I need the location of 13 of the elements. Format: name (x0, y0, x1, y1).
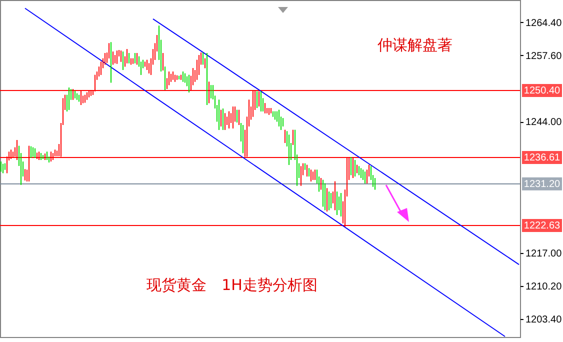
ref-line-label: 1231.20 (524, 178, 561, 190)
text: 现货黄金 1H走势分析图 (146, 276, 318, 294)
y-tick-label: 1217.00 (526, 248, 562, 260)
ref-line-label: 1222.63 (524, 220, 561, 232)
y-tick-label: 1244.00 (526, 117, 562, 128)
y-tick-label: 1264.40 (526, 18, 562, 29)
ref-line-label: 1250.40 (524, 85, 561, 96)
y-tick-label: 1257.60 (526, 50, 562, 62)
ref-line-label: 1236.61 (524, 152, 561, 164)
line-series (152, 18, 520, 266)
y-tick-label: 1210.20 (526, 281, 562, 292)
annotation: 仲谋解盘著 (378, 36, 452, 54)
y-tick-label: 1203.40 (526, 314, 562, 326)
